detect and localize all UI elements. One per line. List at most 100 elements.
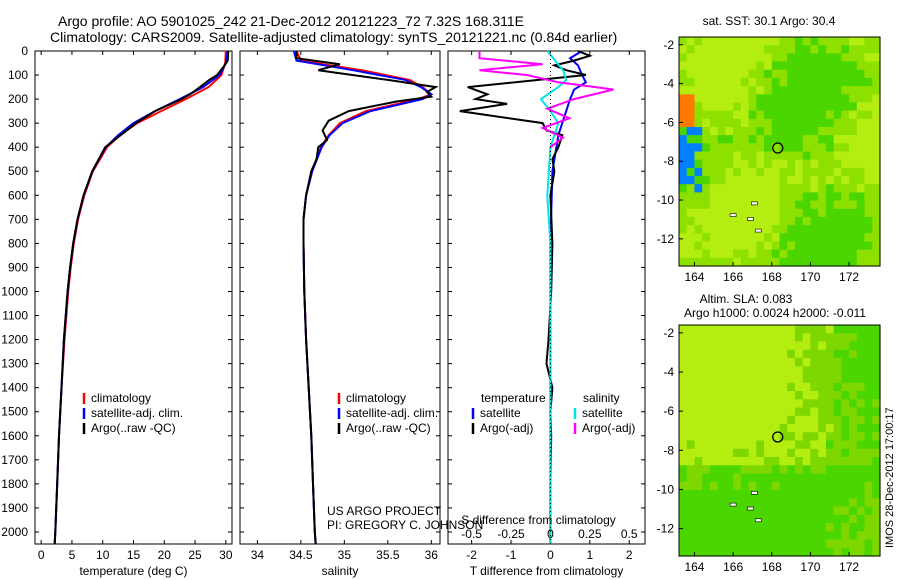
map-cell xyxy=(717,143,726,153)
map-cell xyxy=(686,547,695,557)
map-cell xyxy=(717,249,726,259)
map-cell xyxy=(702,531,711,541)
map-cell xyxy=(748,135,757,144)
map-cell xyxy=(771,143,781,153)
map-cell xyxy=(764,399,773,409)
map-cell xyxy=(764,110,773,120)
map-cell xyxy=(679,432,688,442)
map-cell xyxy=(787,143,796,153)
map-cell xyxy=(740,531,750,541)
map-cell xyxy=(679,233,688,243)
map-cell xyxy=(818,208,827,218)
map-cell xyxy=(771,45,781,54)
map-cell xyxy=(709,473,719,483)
map-cell xyxy=(810,69,819,79)
map-cell xyxy=(748,547,757,557)
map-cell xyxy=(795,391,804,400)
map-cell xyxy=(779,102,788,112)
map-cell xyxy=(841,473,850,483)
map-cell xyxy=(733,94,742,104)
map-cell xyxy=(748,481,757,491)
map-cell xyxy=(856,506,866,516)
map-cell xyxy=(849,110,858,120)
map-cell xyxy=(702,151,711,161)
map-cell xyxy=(779,399,788,409)
map-cell xyxy=(825,465,835,475)
map-cell xyxy=(717,110,726,120)
map-cell xyxy=(717,374,726,384)
map-cell xyxy=(771,225,781,234)
map-cell xyxy=(733,176,742,185)
map-cell xyxy=(709,382,719,392)
map-cell xyxy=(702,457,711,466)
map-cell xyxy=(725,225,734,234)
map-cell xyxy=(725,184,734,193)
map-cell xyxy=(833,86,842,95)
map-cell xyxy=(702,200,711,210)
map-cell xyxy=(802,192,811,202)
map-cell xyxy=(864,457,873,466)
map-cell xyxy=(779,143,788,153)
map-cell xyxy=(849,349,858,359)
map-frame xyxy=(678,36,881,267)
map-cell xyxy=(717,490,726,499)
map-cell xyxy=(856,349,866,359)
map-cell xyxy=(694,86,703,95)
map-cell xyxy=(864,514,873,524)
map-cell xyxy=(787,514,796,524)
map-cell xyxy=(725,143,734,153)
map-cell xyxy=(849,208,858,218)
map-cell xyxy=(694,37,703,46)
map-cell xyxy=(771,498,781,508)
map-cell xyxy=(849,118,858,128)
map-cell xyxy=(856,167,866,177)
map-cell xyxy=(825,366,835,376)
map-cell xyxy=(748,366,757,376)
map-cell xyxy=(679,457,688,466)
map-cell xyxy=(856,135,866,144)
map-cell xyxy=(825,531,835,541)
map-cell xyxy=(802,216,811,226)
depth-tick-label: 700 xyxy=(8,212,28,226)
map-cell xyxy=(825,118,835,128)
map-cell xyxy=(764,531,773,541)
map-cell xyxy=(825,61,835,71)
map-cell xyxy=(849,424,858,433)
map-cell xyxy=(771,457,781,466)
depth-tick-label: 400 xyxy=(8,140,28,154)
map-cell xyxy=(771,341,781,351)
map-cell xyxy=(795,457,804,466)
map-cell xyxy=(810,159,819,169)
map-cell xyxy=(694,391,703,400)
map-cell xyxy=(764,407,773,417)
map-cell xyxy=(733,358,742,367)
map-cell xyxy=(748,473,757,483)
map-title: Argo h1000: 0.0024 h2000: -0.011 xyxy=(684,306,866,320)
argo-position-marker xyxy=(772,431,784,443)
series-line xyxy=(478,51,614,148)
series-line xyxy=(459,50,593,544)
map-cell xyxy=(686,61,695,71)
map-cell xyxy=(872,399,881,409)
map-cell xyxy=(872,374,881,384)
map-cell xyxy=(679,358,688,367)
map-cell xyxy=(717,341,726,351)
map-cell xyxy=(694,399,703,409)
map-cell xyxy=(764,432,773,442)
map-cell xyxy=(709,531,719,541)
map-cell xyxy=(717,333,726,343)
map-cell xyxy=(748,531,757,541)
map-cell xyxy=(841,77,850,87)
map-cell xyxy=(779,86,788,95)
map-cell xyxy=(795,325,804,334)
map-cell xyxy=(679,192,688,202)
legend-entry: Argo(-adj) xyxy=(582,421,635,435)
map-cell xyxy=(740,506,750,516)
map-y-tick-label: -6 xyxy=(663,115,674,129)
map-cell xyxy=(679,539,688,549)
map-cell xyxy=(733,61,742,71)
map-cell xyxy=(771,61,781,71)
map-cell xyxy=(849,151,858,161)
map-cell xyxy=(764,77,773,87)
map-cell xyxy=(686,102,695,112)
